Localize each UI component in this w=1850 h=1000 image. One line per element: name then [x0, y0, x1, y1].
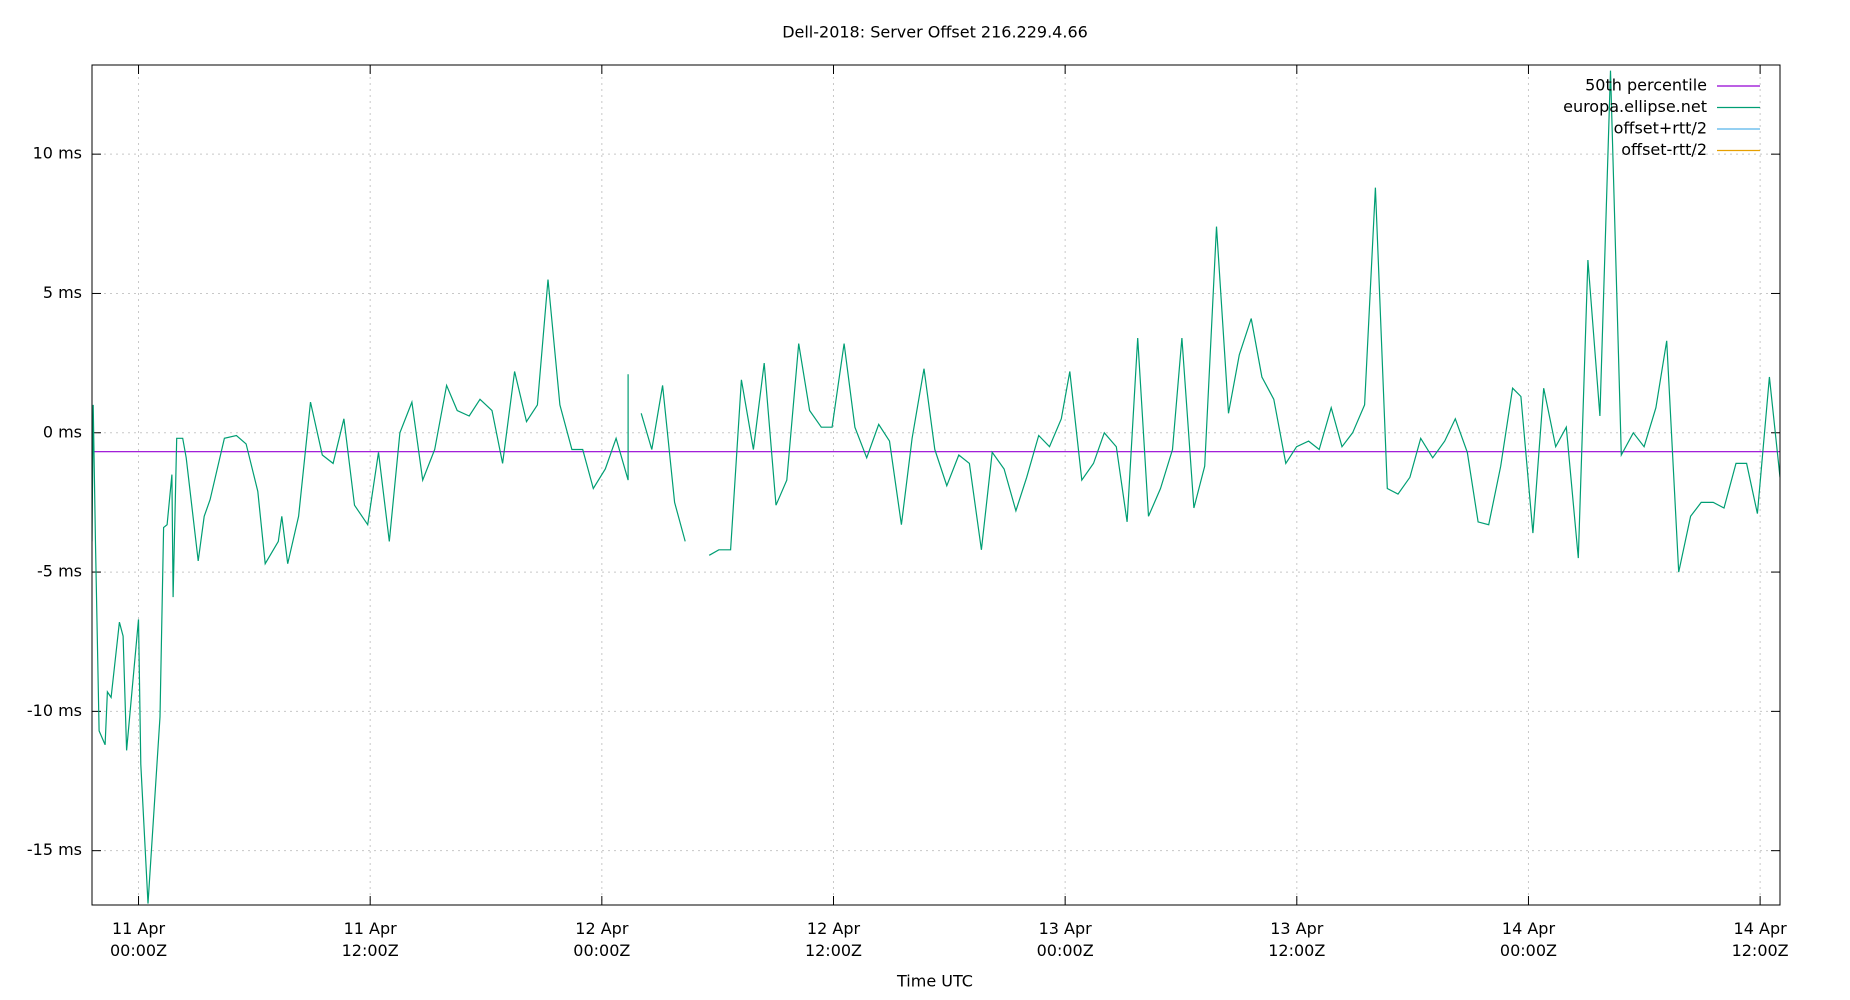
x-tick-label: 12 Apr 00:00Z	[573, 919, 631, 960]
y-tick-label: 5 ms	[43, 283, 82, 302]
x-axis-label: Time UTC	[896, 972, 973, 991]
x-tick-label: 14 Apr 00:00Z	[1499, 919, 1557, 960]
y-tick-label: -10 ms	[27, 701, 82, 720]
y-tick-label: -5 ms	[37, 562, 82, 581]
x-tick-label: 14 Apr 12:00Z	[1731, 919, 1789, 960]
legend-label: offset-rtt/2	[1621, 140, 1707, 159]
legend-label: offset+rtt/2	[1614, 119, 1707, 138]
y-tick-label: 0 ms	[43, 422, 82, 441]
legend-label: 50th percentile	[1585, 76, 1707, 95]
x-tick-label: 11 Apr 12:00Z	[341, 919, 399, 960]
y-tick-label: 10 ms	[33, 144, 82, 163]
x-tick-label: 13 Apr 00:00Z	[1036, 919, 1094, 960]
chart-title: Dell-2018: Server Offset 216.229.4.66	[782, 23, 1088, 42]
y-tick-label: -15 ms	[27, 840, 82, 859]
series-line	[92, 70, 1780, 904]
plot-border	[91, 64, 1781, 906]
legend-label: europa.ellipse.net	[1563, 97, 1707, 116]
x-tick-label: 12 Apr 12:00Z	[804, 919, 863, 960]
x-tick-label: 11 Apr 00:00Z	[109, 919, 168, 960]
x-tick-label: 13 Apr 12:00Z	[1268, 919, 1326, 960]
